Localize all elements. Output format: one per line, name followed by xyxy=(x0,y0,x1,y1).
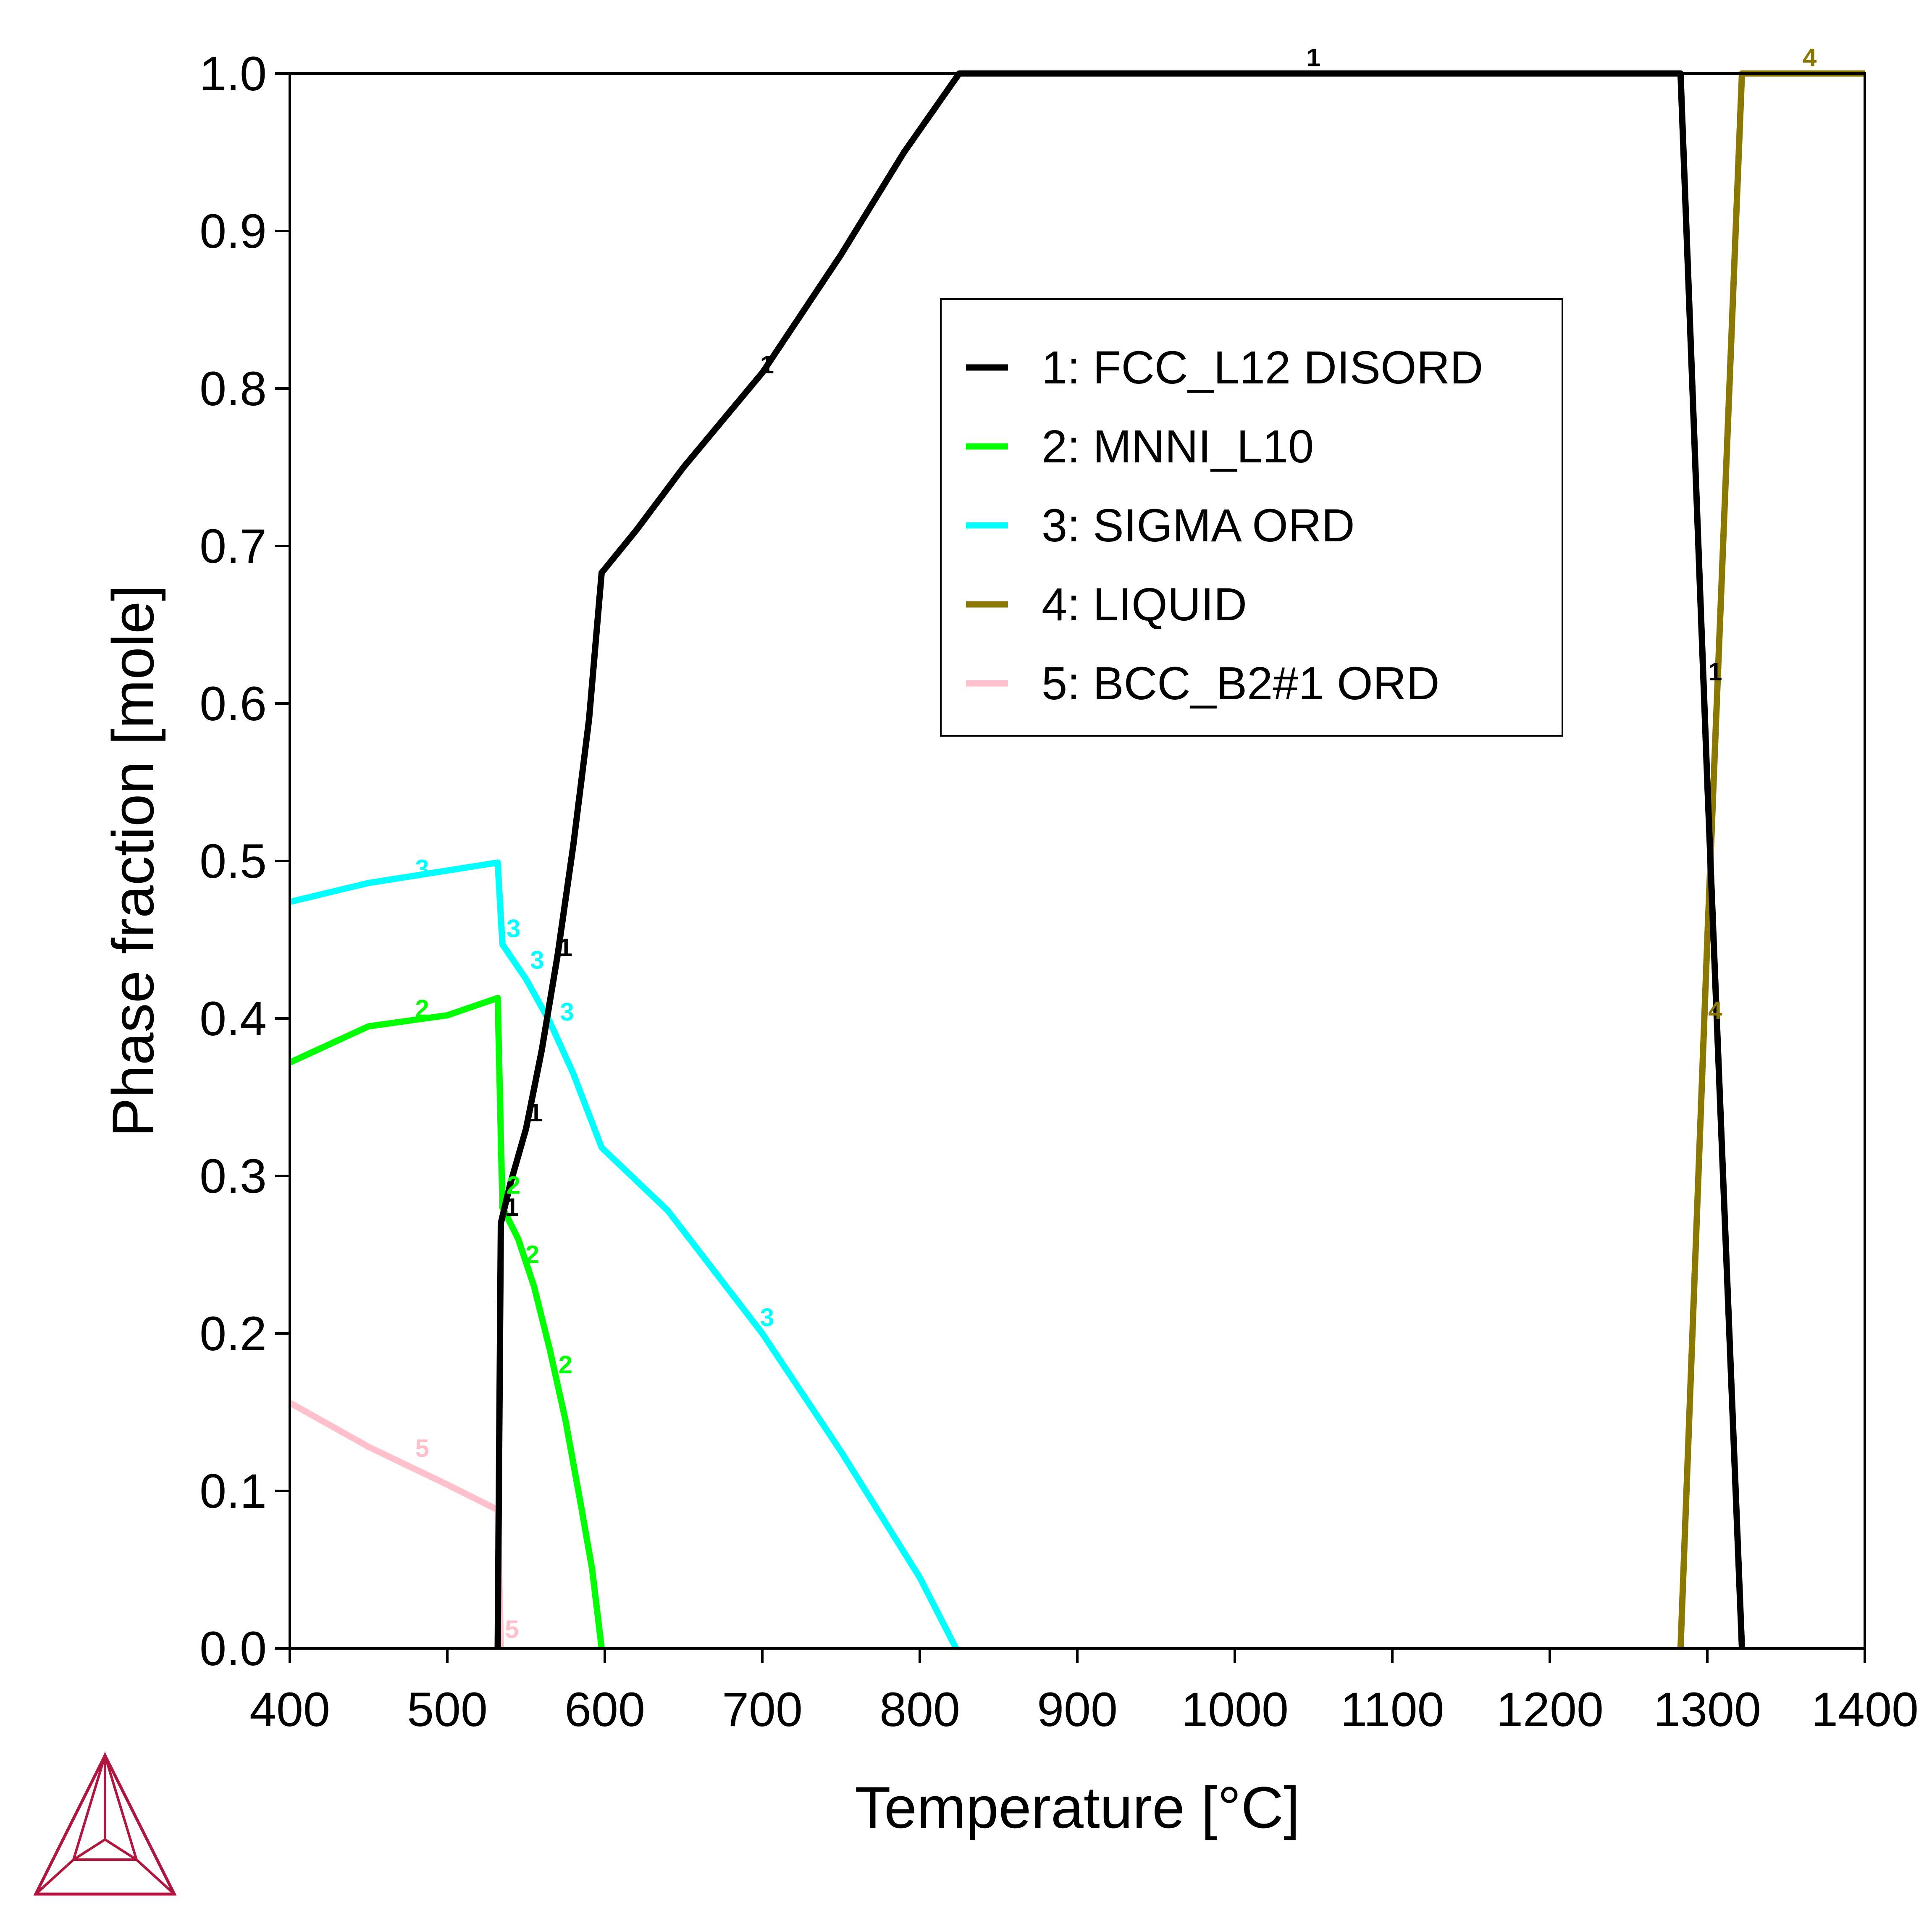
x-tick-label: 1400 xyxy=(1811,1683,1919,1737)
legend-label-2: 2: MNNI_L10 xyxy=(1042,421,1314,472)
x-tick-label: 700 xyxy=(722,1683,803,1737)
y-tick-label: 0.4 xyxy=(200,992,267,1046)
legend: 1: FCC_L12 DISORD 2: MNNI_L10 3: SIGMA ORD… xyxy=(940,298,1563,737)
curve-label-3: 3 xyxy=(560,998,574,1026)
y-tick-label: 0.1 xyxy=(200,1464,267,1518)
curve-label-3: 3 xyxy=(760,1304,774,1332)
curve-label-1: 1 xyxy=(1307,44,1320,72)
y-tick-label: 0.2 xyxy=(200,1307,267,1361)
axis-ticks-layer: 400 500 600 700 800 900 1000 1100 1200 1300 1400 0.… xyxy=(200,47,1919,1737)
legend-label-3: 3: SIGMA ORD xyxy=(1042,500,1355,551)
y-tick-label: 0.8 xyxy=(200,362,267,416)
y-tick-label: 0.0 xyxy=(200,1622,267,1676)
curve-label-1: 1 xyxy=(559,933,572,961)
x-tick-label: 1100 xyxy=(1340,1683,1444,1737)
curve-label-1: 1 xyxy=(528,1099,542,1127)
curve-label-4: 4 xyxy=(1803,44,1817,72)
y-tick-label: 0.7 xyxy=(200,520,267,573)
x-tick-label: 400 xyxy=(249,1683,330,1737)
x-tick-label: 600 xyxy=(564,1683,645,1737)
curve-label-2: 2 xyxy=(415,995,429,1023)
thermo-calc-logo-icon xyxy=(33,1751,177,1896)
legend-box xyxy=(940,298,1563,737)
series-line-5 xyxy=(288,1400,504,1649)
curve-label-5: 5 xyxy=(415,1434,429,1462)
legend-label-1: 1: FCC_L12 DISORD xyxy=(1042,342,1483,394)
curve-label-4: 4 xyxy=(1708,996,1722,1024)
curve-label-1: 1 xyxy=(760,351,774,379)
x-axis-title: Temperature [°C] xyxy=(855,1774,1300,1840)
series-line-2 xyxy=(288,995,605,1649)
x-tick-label: 500 xyxy=(407,1683,488,1737)
y-tick-label: 0.9 xyxy=(200,205,267,258)
curve-label-2: 2 xyxy=(507,1171,520,1199)
legend-label-5: 5: BCC_B2#1 ORD xyxy=(1042,658,1440,709)
curve-label-2: 2 xyxy=(525,1241,539,1269)
x-tick-label: 900 xyxy=(1037,1683,1118,1737)
curve-label-3: 3 xyxy=(507,914,520,942)
y-tick-label: 1.0 xyxy=(200,47,267,101)
x-tick-label: 1000 xyxy=(1181,1683,1289,1737)
curve-label-2: 2 xyxy=(559,1351,572,1379)
curve-label-3: 3 xyxy=(415,855,429,883)
y-tick-label: 0.5 xyxy=(200,834,267,888)
curve-label-3: 3 xyxy=(530,946,544,974)
curve-label-1: 1 xyxy=(1708,658,1722,686)
x-tick-label: 1300 xyxy=(1654,1683,1761,1737)
curve-label-5: 5 xyxy=(505,1615,519,1643)
legend-label-4: 4: LIQUID xyxy=(1042,579,1247,630)
series-line-3 xyxy=(289,859,959,1650)
y-tick-label: 0.3 xyxy=(200,1149,267,1203)
y-axis-title: Phase fraction [mole] xyxy=(100,585,166,1137)
x-tick-label: 800 xyxy=(879,1683,960,1737)
y-tick-label: 0.6 xyxy=(200,677,267,731)
curve-label-1: 1 xyxy=(505,1193,519,1221)
x-tick-label: 1200 xyxy=(1496,1683,1604,1737)
